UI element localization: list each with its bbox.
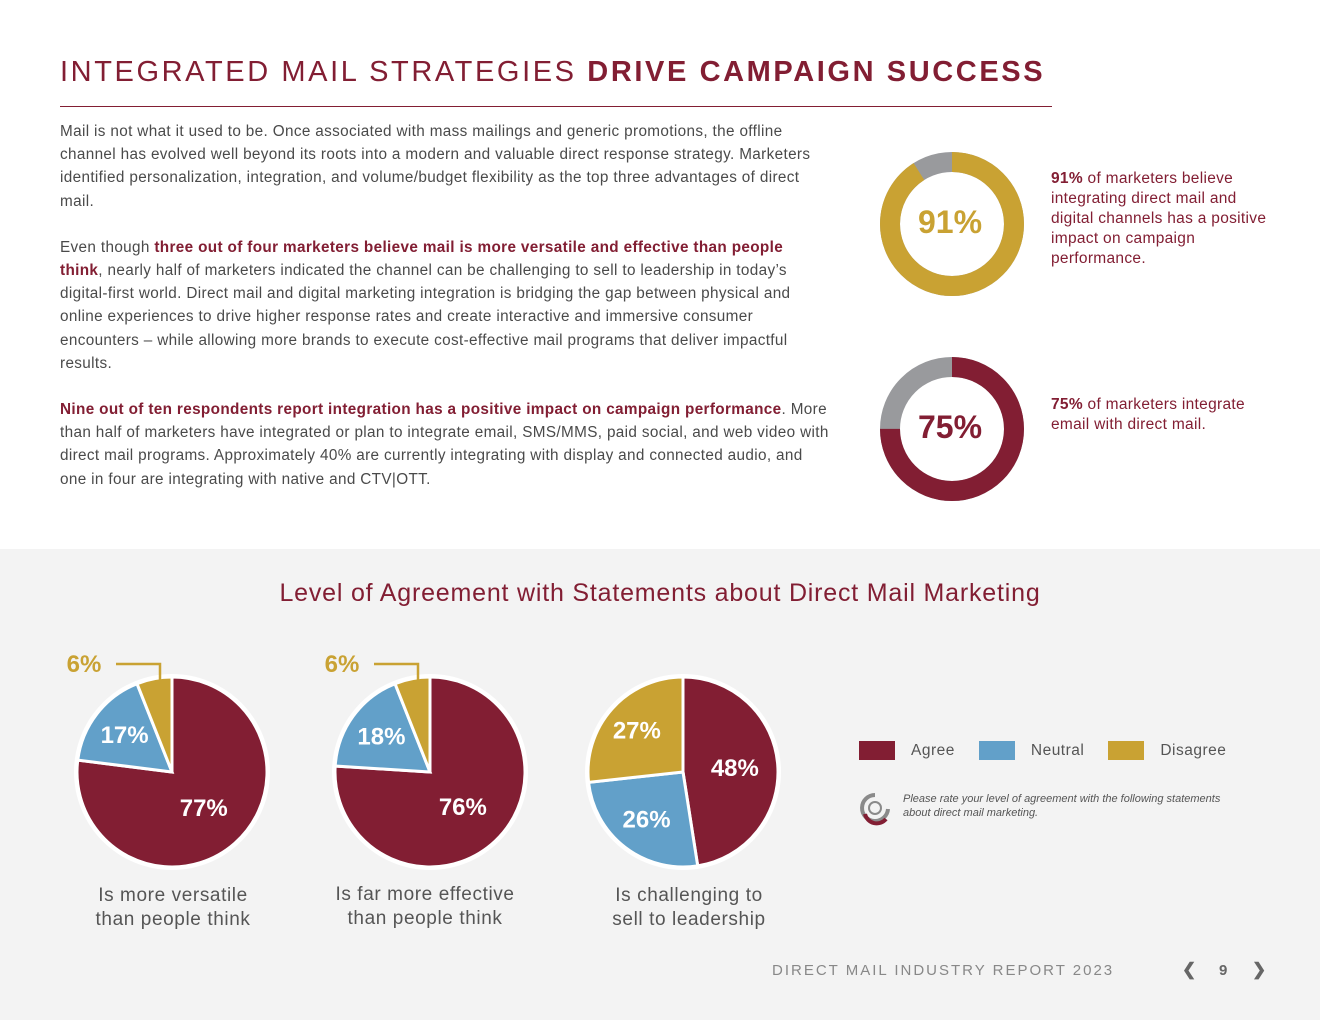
pie-slice-disagree <box>393 675 432 773</box>
donut-chart-integration: 91% <box>880 152 1024 296</box>
pie-leader-line <box>374 662 420 681</box>
legend-swatch-disagree <box>1108 741 1145 760</box>
pie-slice-neutral <box>586 770 700 869</box>
donut-chart-email: 75% <box>880 357 1024 501</box>
pie-slice-disagree <box>586 675 685 784</box>
pie-chart-2: 76% 18% 6% <box>325 651 528 870</box>
paragraph-1: Mail is not what it used to be. Once ass… <box>60 123 811 210</box>
survey-note-text: Please rate your level of agreement with… <box>903 793 1221 819</box>
chevron-left-icon[interactable]: ❮ <box>1182 960 1197 979</box>
pie-label-agree: 76% <box>439 794 487 821</box>
pie-charts: 77% 17% 6% 76% 18% 6% 48% 26% 27% <box>67 651 781 870</box>
stat-email-text: 75% of marketers integrate email with di… <box>1051 396 1245 433</box>
legend-item-neutral: Neutral <box>978 741 1084 760</box>
title-divider <box>60 106 1052 107</box>
pie-slice-disagree <box>135 675 174 773</box>
pie-label-agree: 48% <box>711 755 759 782</box>
legend-swatch-neutral <box>978 741 1015 760</box>
pie-caption-effective: Is far more effective than people think <box>335 884 515 929</box>
pie-slice-neutral <box>333 681 433 774</box>
survey-note: Please rate your level of agreement with… <box>859 792 1233 826</box>
donut-value-arc <box>880 152 1024 296</box>
pie-slice-agree <box>681 675 780 868</box>
pie-slice-neutral <box>76 681 175 774</box>
chart-legend: Agree Neutral Disagree <box>859 741 1250 760</box>
survey-logo-icon <box>860 793 890 826</box>
pie-label-disagree: 27% <box>613 718 661 745</box>
pie-caption-versatile: Is more versatile than people think <box>95 885 251 930</box>
legend-swatch-agree <box>859 741 895 760</box>
paragraph-3: Nine out of ten respondents report integ… <box>60 401 829 488</box>
section-title: Level of Agreement with Statements about… <box>279 579 1041 607</box>
legend-item-disagree: Disagree <box>1108 741 1226 760</box>
pie-leader-line <box>116 662 162 681</box>
page-title: INTEGRATED MAIL STRATEGIES DRIVE CAMPAIG… <box>60 56 1046 88</box>
stat-integration-text: 91% of marketers believe integrating dir… <box>1051 170 1267 267</box>
pie-label-neutral: 26% <box>623 807 671 834</box>
donut-value-arc <box>880 357 1024 501</box>
donut-value-label: 91% <box>918 204 982 240</box>
pie-label-disagree: 6% <box>325 651 360 678</box>
page-number: 9 <box>1219 962 1228 979</box>
pie-label-disagree: 6% <box>67 651 102 678</box>
paragraph-2: Even though three out of four marketers … <box>60 238 791 372</box>
pie-label-neutral: 17% <box>101 722 149 749</box>
pie-caption-leadership: Is challenging to sell to leadership <box>612 885 766 930</box>
pie-label-neutral: 18% <box>357 724 405 751</box>
chevron-right-icon[interactable]: ❯ <box>1252 960 1267 979</box>
pie-label-agree: 77% <box>180 795 228 822</box>
pie-chart-1: 77% 17% 6% <box>67 651 270 870</box>
legend-item-agree: Agree <box>859 741 955 760</box>
pie-chart-3: 48% 26% 27% <box>585 674 781 870</box>
body-text: Mail is not what it used to be. Once ass… <box>60 120 830 514</box>
donut-value-label: 75% <box>918 409 982 445</box>
pie-slice-agree <box>333 675 527 869</box>
footer-report-title: DIRECT MAIL INDUSTRY REPORT 2023 <box>772 962 1115 979</box>
